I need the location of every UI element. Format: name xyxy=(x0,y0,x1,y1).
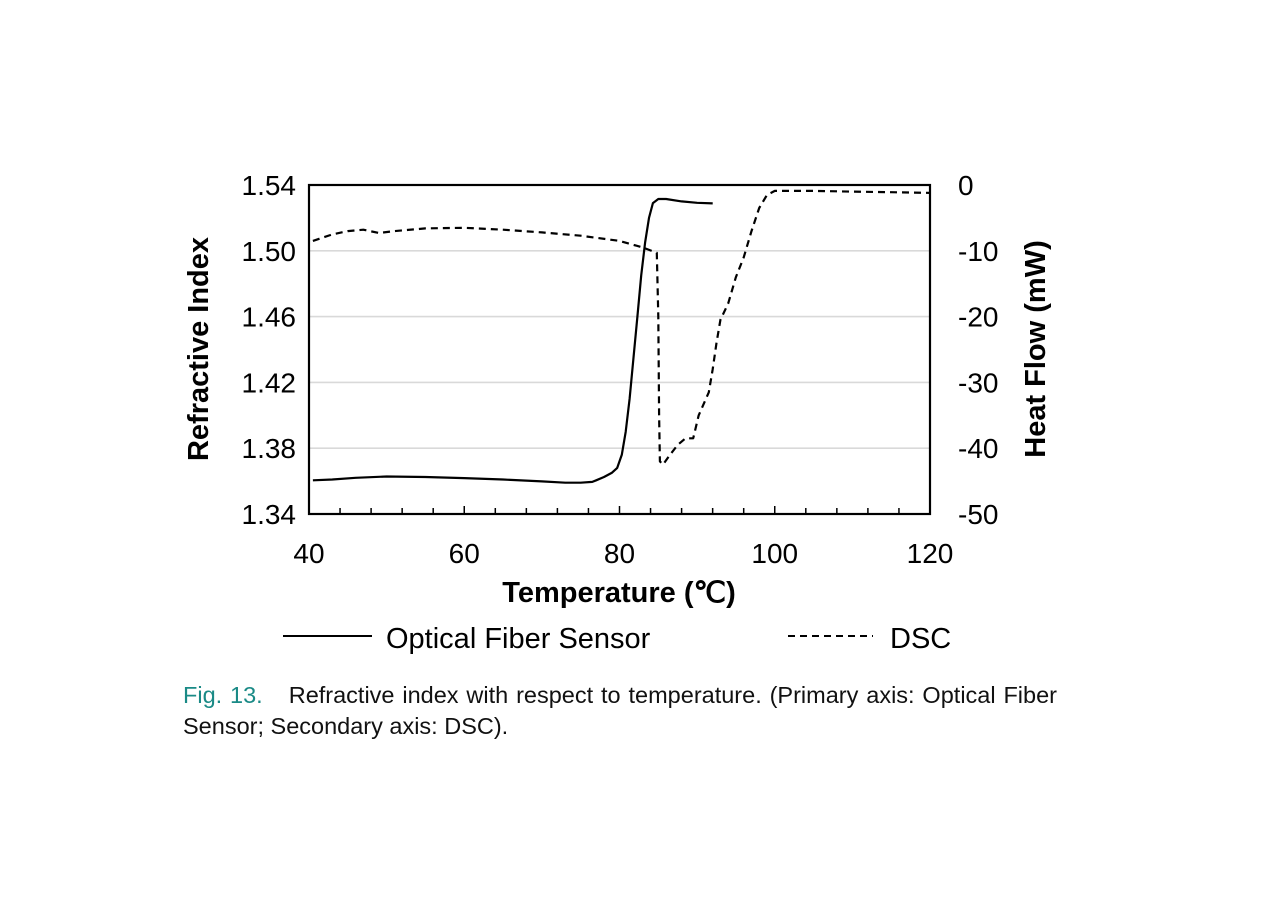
y-tick-label: 1.50 xyxy=(242,236,297,267)
series-line-optical-fiber-sensor xyxy=(312,197,713,484)
x-tick-label: 100 xyxy=(751,538,798,569)
y2-tick-label: -40 xyxy=(958,433,998,464)
series-lines xyxy=(312,189,931,484)
y-tick-label: 1.42 xyxy=(242,367,297,398)
legend-label-dsc: DSC xyxy=(890,623,951,655)
grid-lines xyxy=(309,250,930,450)
y2-tick-label: -20 xyxy=(958,302,998,333)
y2-tick-label: -50 xyxy=(958,499,998,530)
y-tick-labels: 1.34 1.38 1.42 1.46 1.50 1.54 xyxy=(242,170,297,530)
y2-tick-labels: -50 -40 -30 -20 -10 0 xyxy=(958,170,998,530)
minor-ticks xyxy=(308,506,931,514)
y-axis-title: Refractive Index xyxy=(183,237,215,461)
y-tick-label: 1.46 xyxy=(242,302,297,333)
figure-label: Fig. 13. xyxy=(183,682,263,708)
y-tick-label: 1.54 xyxy=(242,170,297,201)
x-tick-label: 120 xyxy=(907,538,954,569)
legend-label-optical-fiber-sensor: Optical Fiber Sensor xyxy=(386,623,651,655)
x-tick-label: 60 xyxy=(449,538,480,569)
x-tick-label: 40 xyxy=(293,538,324,569)
x-tick-labels: 40 60 80 100 120 xyxy=(293,538,953,569)
figure-caption: Fig. 13. Refractive index with respect to… xyxy=(183,680,1057,742)
y2-axis-title: Heat Flow (mW) xyxy=(1020,240,1052,458)
y-tick-label: 1.34 xyxy=(242,499,297,530)
x-axis-title: Temperature (℃) xyxy=(502,577,735,609)
y2-tick-label: -30 xyxy=(958,367,998,398)
legend: Optical Fiber Sensor DSC xyxy=(283,623,951,655)
figure-caption-text: Refractive index with respect to tempera… xyxy=(183,682,1057,739)
y-tick-label: 1.38 xyxy=(242,433,297,464)
series-line-dsc xyxy=(312,189,931,466)
y2-tick-label: 0 xyxy=(958,170,974,201)
x-tick-label: 80 xyxy=(604,538,635,569)
y2-tick-label: -10 xyxy=(958,236,998,267)
